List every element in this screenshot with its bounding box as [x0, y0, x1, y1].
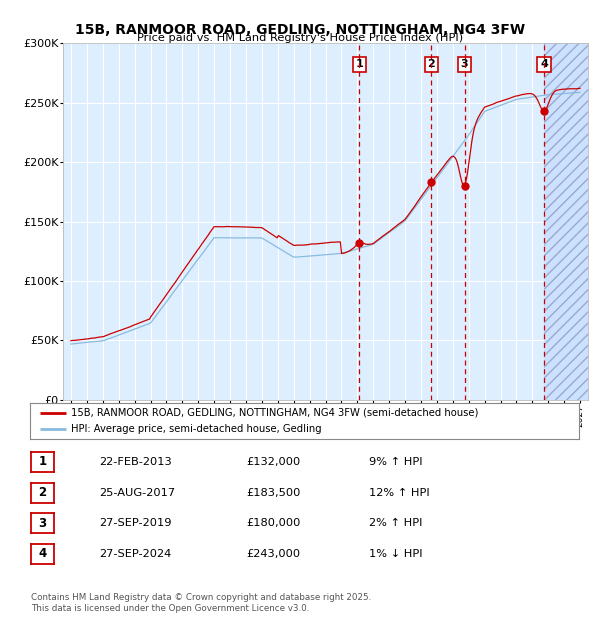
Text: £180,000: £180,000: [246, 518, 301, 528]
Text: £183,500: £183,500: [246, 488, 301, 498]
Text: 25-AUG-2017: 25-AUG-2017: [99, 488, 175, 498]
Text: 12% ↑ HPI: 12% ↑ HPI: [369, 488, 430, 498]
Text: Contains HM Land Registry data © Crown copyright and database right 2025.
This d: Contains HM Land Registry data © Crown c…: [31, 593, 371, 613]
Text: 27-SEP-2024: 27-SEP-2024: [99, 549, 171, 559]
Text: 2: 2: [427, 60, 435, 69]
Text: 2% ↑ HPI: 2% ↑ HPI: [369, 518, 422, 528]
Text: 3: 3: [461, 60, 469, 69]
Text: 15B, RANMOOR ROAD, GEDLING, NOTTINGHAM, NG4 3FW: 15B, RANMOOR ROAD, GEDLING, NOTTINGHAM, …: [75, 23, 525, 37]
Text: 1: 1: [356, 60, 363, 69]
Text: 22-FEB-2013: 22-FEB-2013: [99, 457, 172, 467]
Text: 3: 3: [38, 517, 47, 529]
Text: 9% ↑ HPI: 9% ↑ HPI: [369, 457, 422, 467]
Text: £243,000: £243,000: [246, 549, 300, 559]
Text: £132,000: £132,000: [246, 457, 300, 467]
Text: 4: 4: [38, 547, 47, 560]
Text: Price paid vs. HM Land Registry's House Price Index (HPI): Price paid vs. HM Land Registry's House …: [137, 33, 463, 43]
Text: 27-SEP-2019: 27-SEP-2019: [99, 518, 172, 528]
Text: 2: 2: [38, 487, 47, 499]
Text: 4: 4: [540, 60, 548, 69]
Text: 15B, RANMOOR ROAD, GEDLING, NOTTINGHAM, NG4 3FW (semi-detached house): 15B, RANMOOR ROAD, GEDLING, NOTTINGHAM, …: [71, 408, 479, 418]
Text: HPI: Average price, semi-detached house, Gedling: HPI: Average price, semi-detached house,…: [71, 424, 322, 434]
Text: 1: 1: [38, 456, 47, 468]
Text: 1% ↓ HPI: 1% ↓ HPI: [369, 549, 422, 559]
Bar: [544, 43, 588, 400]
